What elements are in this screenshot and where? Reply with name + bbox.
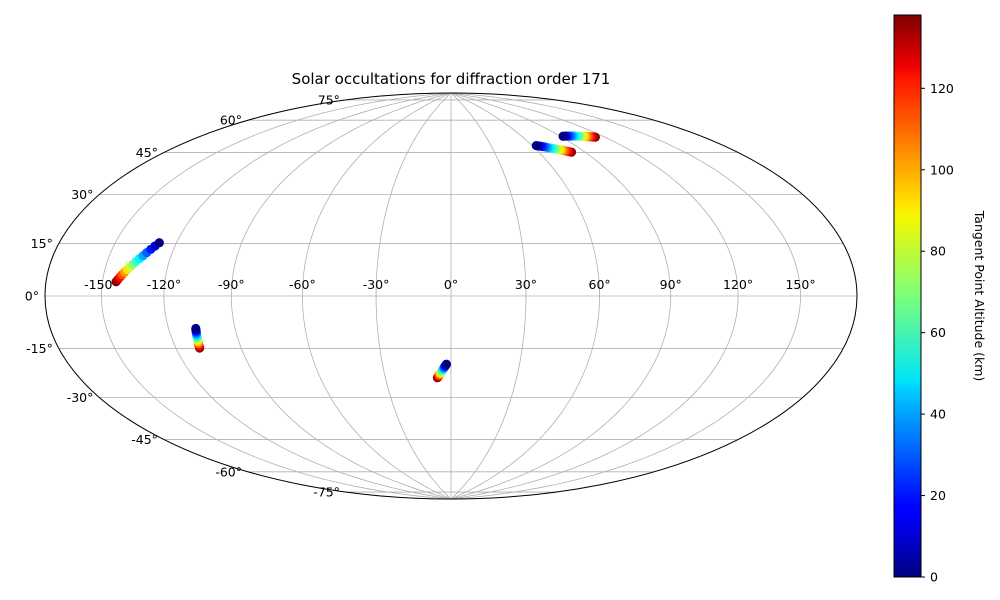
- longitude-tick-label: 0°: [444, 277, 458, 292]
- longitude-tick-label: 150°: [785, 277, 815, 292]
- colorbar-tick-label: 20: [930, 488, 946, 503]
- longitude-tick-label: 30°: [515, 277, 537, 292]
- longitude-tick-label: 60°: [589, 277, 611, 292]
- colorbar-ticks: 0 20 40 60 80 100 120: [921, 81, 954, 585]
- longitude-tick-label: -60°: [289, 277, 316, 292]
- colorbar-gradient: [893, 14, 922, 578]
- latitude-tick-label: -45°: [131, 432, 158, 447]
- longitude-tick-label: -150°: [84, 277, 119, 292]
- longitude-tick-label: -120°: [147, 277, 182, 292]
- latitude-tick-label: 60°: [220, 113, 242, 128]
- latitude-tick-labels: 75° 60° 45° 30° 15° 0° -15° -30° -45° -60° -75°: [25, 92, 340, 499]
- occultation-points: [111, 131, 600, 383]
- longitude-tick-label: 90°: [660, 277, 682, 292]
- longitude-tick-label: -90°: [218, 277, 245, 292]
- colorbar-tick-label: 40: [930, 407, 946, 422]
- latitude-tick-label: 45°: [136, 145, 158, 160]
- map-boundary: [44, 92, 858, 500]
- latitude-tick-label: -30°: [67, 390, 94, 405]
- occultation-point: [154, 238, 164, 248]
- latitude-tick-label: -75°: [313, 485, 340, 500]
- colorbar-tick-label: 80: [930, 244, 946, 259]
- colorbar-tick-label: 100: [930, 162, 954, 177]
- longitude-tick-label: 120°: [723, 277, 753, 292]
- colorbar-tick-label: 120: [930, 81, 954, 96]
- occultation-point: [531, 140, 541, 151]
- graticule: [45, 93, 857, 499]
- latitude-tick-label: -60°: [215, 464, 242, 479]
- colorbar-label: Tangent Point Altitude (km): [972, 210, 987, 382]
- colorbar-tick-label: 60: [930, 325, 946, 340]
- latitude-tick-label: -15°: [26, 341, 53, 356]
- occultation-point: [558, 131, 568, 141]
- latitude-tick-label: 15°: [31, 236, 53, 251]
- colorbar-tick-label: 0: [930, 570, 938, 585]
- latitude-tick-label: 0°: [25, 289, 39, 304]
- occultation-point: [191, 323, 201, 334]
- longitude-tick-label: -30°: [363, 277, 390, 292]
- occultation-point: [441, 359, 452, 369]
- latitude-tick-label: 75°: [318, 92, 340, 107]
- chart-title: Solar occultations for diffraction order…: [292, 70, 611, 88]
- longitude-tick-labels: -150° -120° -90° -60° -30° 0° 30° 60° 90° 120° 150…: [84, 277, 815, 292]
- colorbar: 0 20 40 60 80 100 120 Tangent Point Altitude (…: [893, 14, 987, 585]
- latitude-tick-label: 30°: [71, 187, 93, 202]
